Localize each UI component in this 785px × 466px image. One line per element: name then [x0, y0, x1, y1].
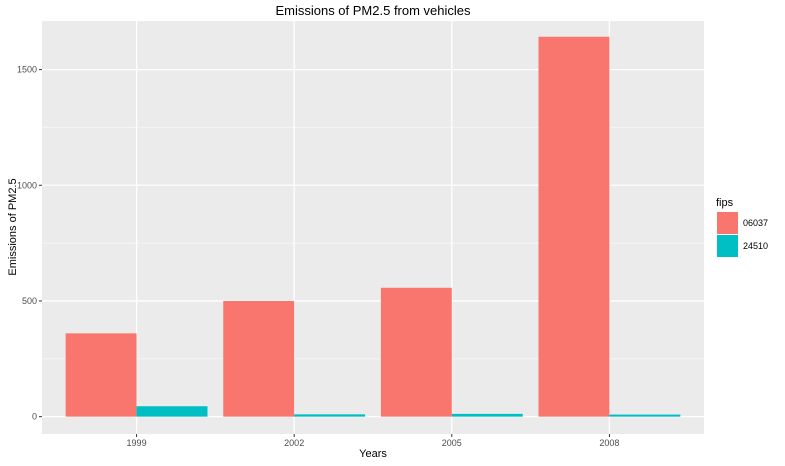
x-axis-title: Years — [359, 448, 387, 460]
bar-06037-2008 — [538, 36, 610, 417]
x-tick-label: 2008 — [599, 438, 619, 448]
y-tick-label: 0 — [32, 412, 37, 422]
x-tick-label: 1999 — [127, 438, 147, 448]
bars — [65, 36, 681, 417]
y-axis: 0 500 1000 1500 — [17, 65, 42, 422]
legend-label: 24510 — [743, 241, 768, 251]
bar-24510-1999 — [136, 406, 208, 417]
legend: fips 06037 24510 — [716, 197, 768, 257]
x-tick-label: 2005 — [442, 438, 462, 448]
bar-24510-2008 — [609, 414, 681, 417]
y-tick-label: 1000 — [17, 180, 37, 190]
legend-title: fips — [716, 197, 734, 209]
bar-24510-2002 — [294, 414, 366, 417]
legend-swatch-24510 — [717, 235, 738, 257]
bar-06037-2002 — [223, 300, 295, 417]
chart-title: Emissions of PM2.5 from vehicles — [275, 3, 471, 18]
bar-24510-2005 — [451, 413, 523, 417]
y-tick-label: 500 — [22, 296, 37, 306]
legend-label: 06037 — [743, 218, 768, 228]
bar-06037-1999 — [65, 333, 137, 417]
legend-swatch-06037 — [717, 212, 738, 234]
x-tick-label: 2002 — [284, 438, 304, 448]
x-axis: 1999 2002 2005 2008 — [127, 434, 619, 448]
y-axis-title: Emissions of PM2.5 — [7, 178, 19, 275]
bar-06037-2005 — [380, 287, 452, 417]
y-tick-label: 1500 — [17, 65, 37, 75]
